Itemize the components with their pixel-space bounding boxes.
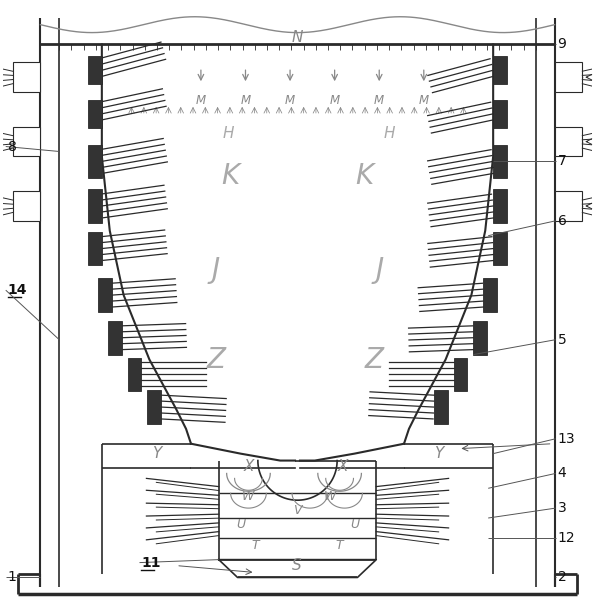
Text: X: X — [243, 459, 253, 474]
Text: Y: Y — [434, 446, 443, 461]
Text: Y: Y — [152, 446, 161, 461]
Bar — [12, 127, 40, 156]
Bar — [555, 127, 583, 156]
Text: H: H — [383, 126, 395, 140]
Bar — [88, 57, 102, 84]
Text: 9: 9 — [558, 38, 566, 52]
Bar — [493, 189, 507, 223]
Text: 11: 11 — [142, 556, 161, 570]
Text: J: J — [212, 256, 220, 285]
Bar — [108, 321, 121, 355]
Bar — [148, 390, 161, 424]
Bar — [453, 357, 468, 391]
Text: 13: 13 — [558, 432, 575, 446]
Text: K: K — [221, 162, 240, 190]
Text: 3: 3 — [558, 501, 566, 515]
Bar — [555, 191, 583, 221]
Bar — [88, 189, 102, 223]
Bar — [88, 145, 102, 178]
Text: T: T — [252, 539, 259, 553]
Bar — [483, 278, 497, 312]
Text: 1: 1 — [8, 570, 17, 585]
Text: M: M — [330, 94, 340, 107]
Text: J: J — [375, 256, 383, 285]
Bar — [555, 62, 583, 92]
Text: M: M — [374, 94, 384, 107]
Text: 7: 7 — [558, 155, 566, 168]
Text: T: T — [336, 539, 343, 553]
Bar — [493, 145, 507, 178]
Text: W: W — [242, 490, 255, 503]
Text: 4: 4 — [558, 466, 566, 480]
Text: U: U — [236, 519, 245, 532]
Text: 5: 5 — [558, 333, 566, 347]
Text: M: M — [285, 94, 295, 107]
Text: M: M — [419, 94, 429, 107]
Bar — [98, 278, 112, 312]
Text: Z: Z — [206, 346, 226, 373]
Text: X: X — [337, 459, 348, 474]
Text: S: S — [292, 558, 302, 573]
Text: 6: 6 — [558, 214, 566, 228]
Text: N: N — [292, 30, 303, 45]
Bar — [12, 191, 40, 221]
Bar — [493, 100, 507, 128]
Text: 12: 12 — [558, 531, 575, 545]
Text: 2: 2 — [558, 570, 566, 585]
Text: V: V — [293, 504, 301, 517]
Text: K: K — [355, 162, 374, 190]
Text: U: U — [350, 519, 359, 532]
Text: Z: Z — [365, 346, 384, 373]
Bar — [434, 390, 447, 424]
Text: 8: 8 — [8, 139, 17, 153]
Bar — [493, 57, 507, 84]
Text: W: W — [324, 490, 336, 503]
Text: M: M — [240, 94, 250, 107]
Bar — [493, 232, 507, 265]
Text: M: M — [196, 94, 206, 107]
Text: 14: 14 — [8, 283, 27, 297]
Text: H: H — [223, 126, 234, 140]
Bar — [88, 232, 102, 265]
Bar — [474, 321, 487, 355]
Bar — [127, 357, 142, 391]
Bar — [12, 62, 40, 92]
Bar — [88, 100, 102, 128]
